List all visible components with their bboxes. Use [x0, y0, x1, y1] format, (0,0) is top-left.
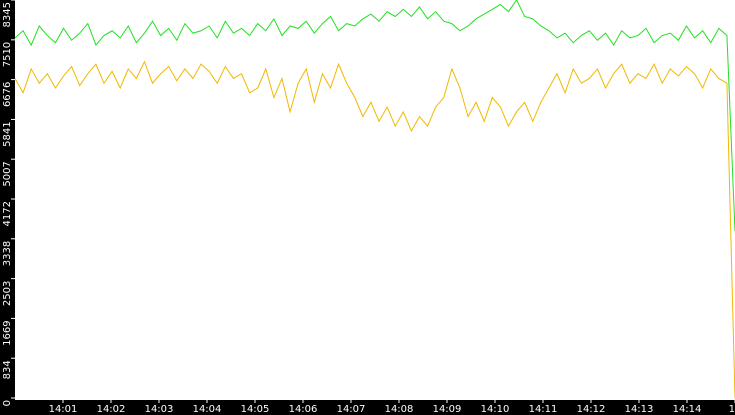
y-tick-label: 0: [2, 400, 13, 406]
x-tick-label: 14:08: [385, 404, 414, 415]
y-tick-label: 7510: [2, 42, 13, 67]
x-tick-label: 14: [729, 404, 735, 415]
x-tick-label: 14:12: [577, 404, 606, 415]
x-tick-label: 14:03: [145, 404, 174, 415]
x-tick-label: 14:14: [673, 404, 702, 415]
x-tick-label: 14:10: [481, 404, 510, 415]
y-tick-label: 8345: [2, 2, 13, 27]
y-axis-strip: [0, 0, 15, 415]
x-axis-strip: [0, 400, 735, 415]
y-tick-label: 834: [2, 360, 13, 379]
x-tick-label: 14:11: [529, 404, 558, 415]
y-tick-label: 5841: [2, 121, 13, 146]
x-tick-label: 14:13: [625, 404, 654, 415]
x-tick-label: 14:09: [433, 404, 462, 415]
y-tick-label: 5007: [2, 161, 13, 186]
x-tick-label: 14:01: [49, 404, 78, 415]
series-line: [14, 0, 735, 232]
y-tick-label: 6676: [2, 82, 13, 107]
x-tick-label: 14:07: [337, 404, 366, 415]
y-tick-label: 4172: [2, 201, 13, 226]
x-tick-label: 14:06: [289, 404, 318, 415]
y-tick-label: 2503: [2, 281, 13, 306]
series-line: [14, 60, 735, 399]
x-tick-label: 14:02: [97, 404, 126, 415]
y-tick-label: 1669: [2, 320, 13, 345]
x-tick-label: 14:04: [193, 404, 222, 415]
x-tick-label: 14:05: [241, 404, 270, 415]
y-tick-label: 3338: [2, 241, 13, 266]
